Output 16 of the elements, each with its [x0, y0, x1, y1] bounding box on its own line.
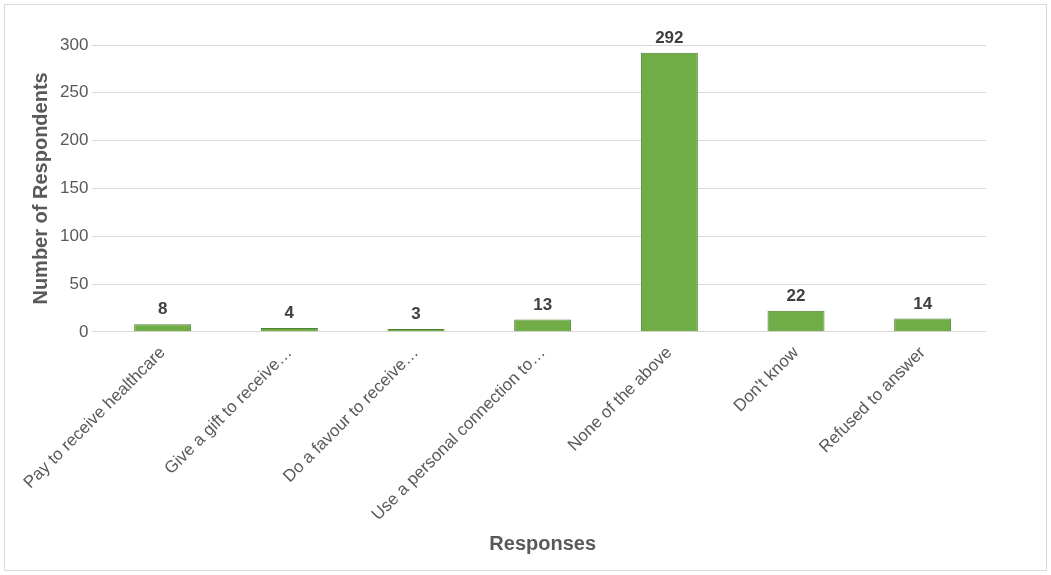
y-tick-label: 50 [69, 273, 89, 293]
y-tick-label: 0 [78, 321, 89, 341]
data-label: 292 [655, 27, 684, 47]
data-label: 4 [284, 303, 295, 323]
data-label: 22 [786, 286, 806, 305]
data-label: 3 [411, 304, 421, 324]
data-label: 13 [533, 294, 553, 314]
y-tick-label: 300 [59, 34, 89, 54]
data-label: 14 [913, 293, 933, 313]
y-tick-label: 200 [59, 130, 89, 150]
data-label: 8 [157, 299, 168, 319]
y-tick-label: 100 [59, 225, 89, 245]
y-tick-label: 150 [59, 178, 89, 198]
y-tick-label: 250 [59, 82, 89, 102]
y-axis-title: Number of Respondents [28, 72, 51, 305]
x-axis-title: Responses [489, 531, 597, 554]
